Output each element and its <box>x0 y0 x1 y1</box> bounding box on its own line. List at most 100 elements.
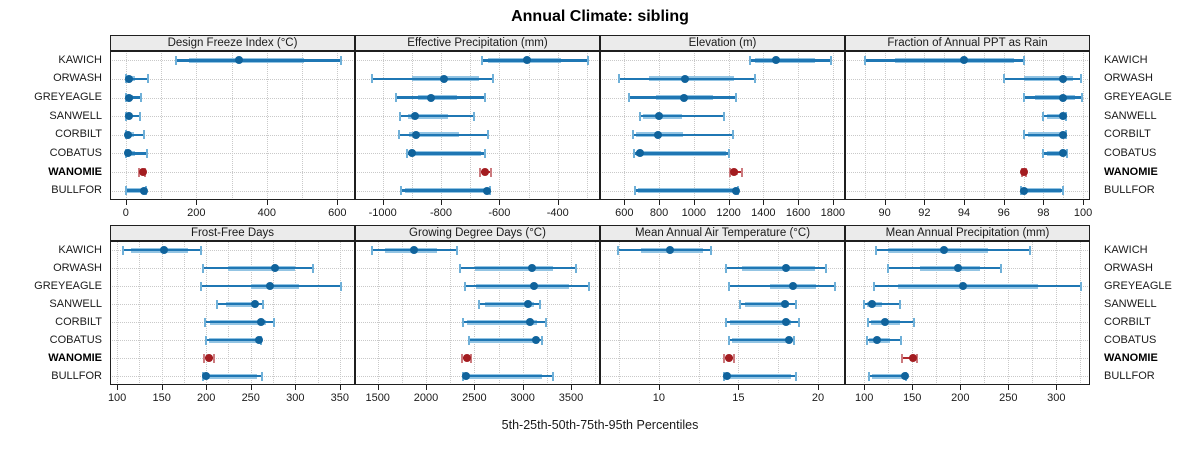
gridline <box>984 241 986 385</box>
axis-tick <box>1008 385 1010 390</box>
range-line <box>371 77 493 81</box>
range-line <box>206 338 262 342</box>
whisker-cap <box>479 167 482 177</box>
median-dot <box>270 264 279 272</box>
median-dot <box>785 336 794 344</box>
gridline <box>1043 51 1045 200</box>
whisker-cap <box>455 245 458 255</box>
axis-tick-label: 600 <box>615 207 634 219</box>
median-dot <box>959 282 968 290</box>
range-line <box>406 152 485 155</box>
range-line <box>740 302 796 306</box>
whisker-cap <box>339 55 342 65</box>
gridline <box>401 241 403 385</box>
median-dot <box>1059 130 1068 139</box>
range-line <box>617 248 712 252</box>
row-guide <box>355 60 600 62</box>
median-dot <box>125 74 134 83</box>
gridline <box>884 51 886 200</box>
axis-tick <box>522 385 524 390</box>
median-dot <box>772 56 781 65</box>
axis-tick-label: 150 <box>903 392 922 404</box>
whisker-cap <box>872 281 875 291</box>
whisker-cap <box>834 281 837 291</box>
row-guide <box>600 322 845 323</box>
median-dot <box>522 56 531 65</box>
whisker-cap <box>201 263 204 273</box>
axis-tick-label: 96 <box>997 207 1010 219</box>
median-dot <box>124 112 133 121</box>
gridline <box>619 241 621 385</box>
range-line <box>125 77 149 81</box>
row-guide <box>355 250 600 251</box>
whisker-cap <box>900 353 903 363</box>
gridline <box>411 51 413 200</box>
gridline <box>441 51 443 200</box>
axis-tick-label: 800 <box>649 207 669 219</box>
axis-tick <box>912 385 914 390</box>
site-label-right-wanomie: WANOMIE <box>1104 165 1158 178</box>
axis-tick <box>738 385 740 390</box>
whisker-cap <box>638 111 641 121</box>
axis-tick <box>624 200 626 205</box>
whisker-cap <box>898 299 901 309</box>
axis-caption: 5th-25th-50th-75th-95th Percentiles <box>501 418 699 432</box>
site-label-left-wanomie: WANOMIE <box>48 351 102 364</box>
site-label-right-orwash: ORWASH <box>1104 72 1153 85</box>
range-line <box>463 374 553 378</box>
median-dot <box>1059 74 1068 83</box>
site-label-left-bullfor: BULLFOR <box>51 369 102 382</box>
whisker-cap <box>539 299 542 309</box>
row-guide <box>845 153 1090 155</box>
gridline <box>763 51 765 200</box>
axis-tick <box>474 385 476 390</box>
gridline <box>337 51 339 200</box>
axis-tick <box>557 200 559 205</box>
row-guide <box>845 304 1090 305</box>
whisker-cap <box>731 130 734 140</box>
gridline <box>528 51 530 200</box>
range-line <box>728 284 836 288</box>
median-dot <box>234 56 243 65</box>
median-dot <box>1059 93 1068 102</box>
site-label-right-greyeagle: GREYEAGLE <box>1104 279 1172 292</box>
gridline <box>339 241 341 385</box>
whisker-cap <box>460 353 463 363</box>
site-label-left-orwash: ORWASH <box>53 261 102 274</box>
median-dot <box>123 149 132 158</box>
row-guide <box>355 304 600 305</box>
whisker-cap <box>491 74 494 84</box>
whisker-cap <box>147 74 150 84</box>
range-line <box>125 152 147 155</box>
whisker-cap <box>863 299 866 309</box>
whisker-cap <box>753 74 756 84</box>
axis-tick-label: 10 <box>652 392 665 404</box>
whisker-cap <box>124 186 127 196</box>
gridline <box>912 241 914 385</box>
axis-tick-label: 1500 <box>365 392 390 404</box>
whisker-cap <box>618 74 621 84</box>
whisker-cap <box>139 93 142 103</box>
whisker-cap <box>487 130 490 140</box>
row-guide <box>845 134 1090 136</box>
axis-tick <box>832 200 834 205</box>
axis-tick-label: 3000 <box>510 392 535 404</box>
axis-tick-label: -1000 <box>368 207 397 219</box>
median-dot <box>461 372 470 380</box>
median-dot <box>523 300 532 308</box>
row-guide <box>600 268 845 269</box>
range-line <box>468 338 542 342</box>
gridline <box>228 241 230 385</box>
site-label-right-corbilt: CORBILT <box>1104 315 1151 328</box>
whisker-cap <box>916 353 919 363</box>
whisker-cap <box>723 111 726 121</box>
range-line <box>125 189 146 192</box>
whisker-cap <box>461 317 464 327</box>
site-label-right-sanwell: SANWELL <box>1104 297 1157 310</box>
axis-tick-label: 200 <box>197 392 216 404</box>
axis-tick <box>161 385 163 390</box>
gridline <box>571 241 572 385</box>
axis-tick <box>884 200 886 205</box>
range-line <box>728 338 795 342</box>
whisker-cap <box>473 111 475 121</box>
